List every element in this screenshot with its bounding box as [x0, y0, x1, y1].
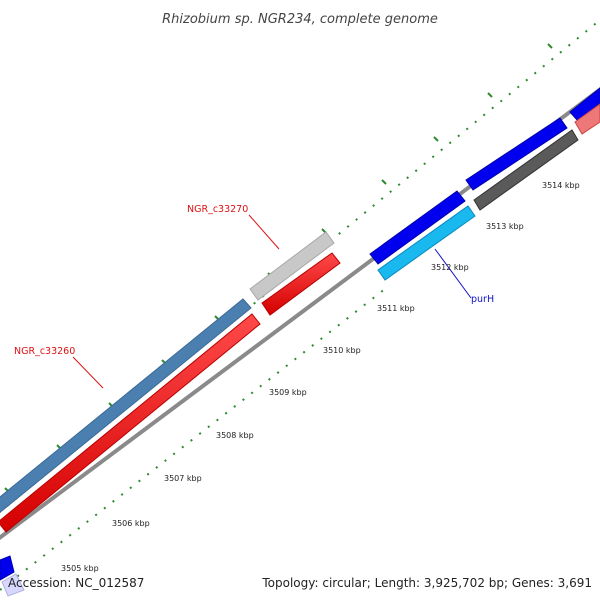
inner-dotted-guide: [0, 284, 391, 591]
tick-label: 3511 kbp: [377, 304, 415, 313]
tick-label: 3513 kbp: [486, 222, 524, 231]
tick-label: 3508 kbp: [216, 431, 254, 440]
gene-label: NGR_c33270: [187, 204, 248, 215]
gene-dark-grey[interactable]: [473, 129, 579, 211]
tick-label: 3514 kbp: [542, 181, 580, 190]
tick-label: 3512 kbp: [431, 263, 469, 272]
map-title: Rhizobium sp. NGR234, complete genome: [162, 12, 438, 27]
tick-label: 3507 kbp: [164, 474, 202, 483]
summary-text: Topology: circular; Length: 3,925,702 bp…: [261, 576, 592, 590]
leader-purh: [434, 248, 472, 299]
gene-label: purH: [471, 294, 494, 305]
gene-pale-fragment[interactable]: [1, 573, 25, 597]
tick-labels: 3505 kbp 3506 kbp 3507 kbp 3508 kbp 3509…: [61, 181, 580, 573]
tick-label: 3505 kbp: [61, 564, 99, 573]
gene-red-short[interactable]: [261, 252, 341, 316]
gene-blue-fragment[interactable]: [0, 555, 15, 581]
gene-ngr-c33260[interactable]: [0, 298, 252, 514]
gene-ngr-c33270[interactable]: [249, 231, 335, 301]
inner-strand-genes: [0, 103, 600, 597]
tick-label: 3506 kbp: [112, 519, 150, 528]
gene-purh[interactable]: [377, 205, 476, 281]
accession-text: Accession: NC_012587: [8, 576, 144, 590]
tick-label: 3509 kbp: [269, 388, 307, 397]
outer-dotted-guide: [0, 19, 600, 514]
outer-strand-genes: [0, 87, 600, 514]
tick-label: 3510 kbp: [323, 346, 361, 355]
gene-blue-a[interactable]: [369, 190, 466, 265]
leader-ngr-c33270: [248, 214, 280, 250]
gene-blue-b[interactable]: [465, 117, 568, 191]
gene-label: NGR_c33260: [14, 346, 75, 357]
leader-ngr-c33260: [72, 356, 104, 389]
gene-blue-c[interactable]: [569, 87, 600, 122]
gene-red-long[interactable]: [0, 313, 261, 533]
gene-pink[interactable]: [574, 103, 600, 135]
gene-labels: NGR_c33270 NGR_c33260 purH: [14, 204, 494, 357]
